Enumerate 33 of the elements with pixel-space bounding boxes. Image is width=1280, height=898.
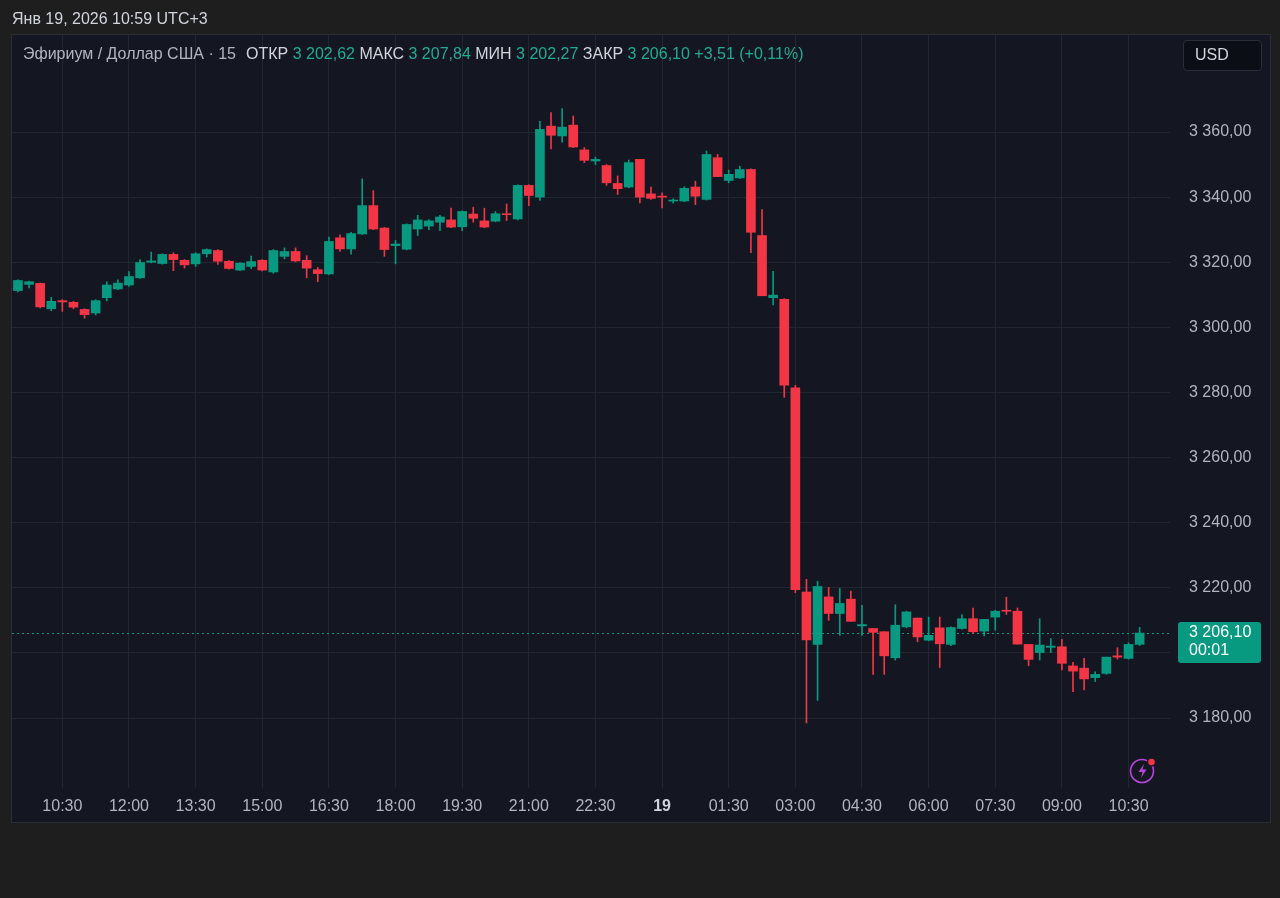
x-tick-label: 09:00 <box>1041 797 1083 815</box>
y-tick-label: 3 340,00 <box>1189 187 1252 205</box>
text: Эфириум / Доллар США · 15 <box>23 45 236 62</box>
y-tick-label: 3 360,00 <box>1189 122 1252 140</box>
text: Янв 19, 2026 10:59 UTC+3 <box>12 9 208 29</box>
x-tick-label: 10:30 <box>42 797 83 815</box>
text: 00:01 <box>1189 641 1230 659</box>
ref-line-label: 3 206,10 <box>1189 623 1252 641</box>
x-tick-label: 03:00 <box>775 797 816 815</box>
y-tick-label: 3 220,00 <box>1189 578 1252 596</box>
x-tick-label: 13:30 <box>175 797 216 815</box>
x-tick-label: 19 <box>653 797 672 815</box>
candlestick <box>768 271 778 306</box>
x-tick-label: 10:30 <box>1108 797 1149 815</box>
x-tick-label: 22:30 <box>575 797 616 815</box>
x-tick-label: 12:00 <box>108 797 150 815</box>
y-tick-label: 3 280,00 <box>1189 382 1252 400</box>
x-tick-label: 04:30 <box>841 797 883 815</box>
x-tick-label: 07:30 <box>975 797 1016 815</box>
y-tick-label: 3 260,00 <box>1189 447 1252 465</box>
x-tick-label: 21:00 <box>508 797 549 815</box>
y-tick-label: 3 180,00 <box>1189 708 1252 726</box>
text: ОТКР 3 202,62 МАКС 3 207,84 МИН 3 202,27 ЗАКР 3 206,10 +3,51 (+0,11%) <box>245 45 804 62</box>
x-tick-label: 15:00 <box>242 797 283 815</box>
y-tick-label: 3 300,00 <box>1189 317 1252 335</box>
x-tick-label: 16:30 <box>308 797 350 815</box>
x-tick-label: 06:00 <box>908 797 949 815</box>
y-tick-label: 3 240,00 <box>1189 513 1252 531</box>
text: USD <box>1195 45 1229 65</box>
x-tick-label: 01:30 <box>708 797 749 815</box>
x-tick-label: 19:30 <box>442 797 483 815</box>
x-tick-label: 18:00 <box>375 797 416 815</box>
y-tick-label: 3 320,00 <box>1189 252 1252 270</box>
